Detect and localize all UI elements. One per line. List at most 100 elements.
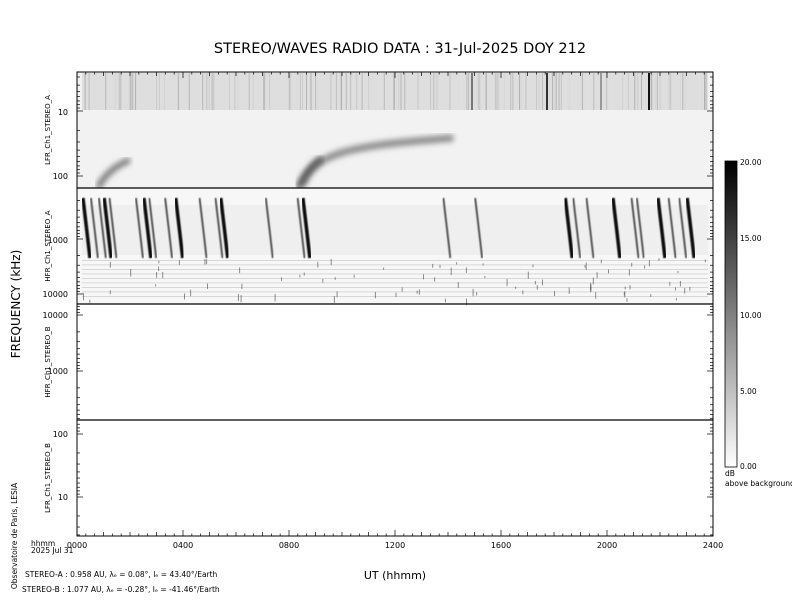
hfr-a-speckle: [628, 269, 630, 276]
lfr-a-noise-streak: [202, 73, 204, 110]
chart-title: STEREO/WAVES RADIO DATA : 31-Jul-2025 DO…: [214, 41, 586, 57]
hfr-a-speckle: [281, 277, 282, 282]
lfr-a-noise-streak: [296, 73, 298, 110]
lfr-a-noise-streak: [114, 73, 116, 110]
lfr-a-noise-streak: [118, 73, 120, 110]
lfr-a-noise-streak: [477, 73, 479, 110]
lfr-a-noise-streak: [288, 73, 290, 110]
hfr-a-speckle: [650, 294, 652, 298]
lfr-a-noise-streak: [263, 73, 265, 110]
lfr-a-noise-streak: [636, 73, 638, 110]
hfr-a-speckle: [241, 283, 243, 290]
lfr-a-noise-streak: [559, 73, 560, 110]
hfr-a-speckle: [675, 287, 676, 291]
lfr-a-noise-streak: [400, 73, 402, 110]
hfr-a-speckle: [554, 291, 555, 296]
lfr-a-noise-streak: [310, 73, 312, 110]
hfr-a-speckle: [416, 290, 418, 294]
lfr-a-noise-streak: [611, 73, 613, 110]
hfr-a-speckle: [450, 267, 452, 276]
lfr-a-noise-streak: [234, 73, 236, 110]
hfr-a-speckle: [644, 265, 646, 269]
lfr-a-noise-streak: [132, 73, 134, 110]
tick-label-a-lfr-100: 100: [53, 172, 68, 181]
lfr-a-noise-streak: [652, 73, 654, 110]
lfr-a-noise-streak: [622, 73, 624, 110]
lfr-a-noise-streak: [519, 73, 520, 110]
panel-label-hfr-stereo-a: HFR_Ch1_STEREO_A: [44, 210, 52, 281]
hfr-a-speckle: [689, 287, 691, 291]
lfr-a-noise-streak: [290, 73, 292, 110]
colorbar-unit-label: above background: [725, 479, 792, 488]
lfr-a-noise-streak: [542, 73, 543, 110]
lfr-a-noise-streak: [535, 73, 537, 110]
lfr-a-noise-streak: [356, 73, 358, 110]
hfr-a-speckle: [434, 277, 436, 282]
hfr-a-speckle: [303, 272, 305, 276]
hfr-a-speckle: [532, 264, 534, 268]
type-iii-burst: [635, 197, 645, 259]
type-iii-burst: [219, 197, 230, 259]
hfr-a-speckle: [333, 296, 335, 303]
type-iii-burst: [264, 197, 274, 259]
type-iii-burst: [630, 197, 640, 259]
lfr-a-noise-streak: [163, 73, 165, 110]
lfr-a-noise-streak: [264, 73, 266, 110]
hfr-a-speckle: [317, 261, 319, 268]
panel-hfr-stereo-a-image: [77, 188, 713, 306]
lfr-a-noise-streak: [704, 73, 706, 110]
type-iii-burst: [572, 197, 582, 259]
hfr-a-speckle: [684, 287, 686, 294]
type-ii-burst-base: [295, 155, 325, 190]
lfr-a-noise-streak: [579, 73, 581, 110]
type-iii-burst: [611, 197, 622, 259]
hfr-a-speckle: [322, 279, 324, 283]
type-iii-burst: [301, 197, 312, 259]
lfr-a-noise-streak: [659, 73, 661, 110]
lfr-a-interference-line: [546, 73, 548, 110]
hfr-a-speckle: [675, 298, 677, 301]
type-iii-burst: [296, 197, 306, 259]
hfr-a-speckle: [207, 283, 208, 289]
hfr-a-speckle: [536, 285, 538, 290]
lfr-a-noise-streak: [480, 73, 482, 110]
lfr-a-noise-streak: [212, 73, 214, 110]
lfr-a-noise-streak: [494, 73, 496, 110]
lfr-a-noise-streak: [449, 73, 451, 110]
hfr-a-speckle: [240, 295, 242, 303]
type-iii-burst: [563, 197, 574, 259]
hfr-a-speckle: [527, 271, 529, 279]
lfr-a-noise-band: [82, 73, 708, 110]
lfr-a-noise-streak: [587, 73, 589, 110]
burst-marks: [81, 197, 696, 259]
lfr-a-noise-streak: [211, 73, 213, 110]
lfr-a-noise-streak: [105, 73, 107, 110]
type-iii-burst: [97, 197, 107, 259]
lfr-a-noise-streak: [560, 73, 562, 110]
hfr-a-interference-row: [82, 278, 708, 279]
panel-label-lfr-stereo-a: LFR_Ch1_STEREO_A: [44, 95, 52, 165]
hfr-a-speckle: [626, 298, 628, 302]
lfr-a-noise-streak: [252, 73, 254, 110]
lfr-a-noise-streak: [404, 73, 406, 110]
type-iii-burst: [173, 197, 185, 259]
panel-label-hfr-stereo-b: HFR_Ch1_STEREO_B: [44, 326, 52, 397]
lfr-a-noise-streak: [634, 73, 636, 110]
hfr-a-speckle: [330, 258, 332, 266]
hfr-a-speckle: [206, 259, 208, 265]
lfr-a-noise-streak: [368, 73, 370, 110]
type-iii-burst: [685, 197, 696, 259]
lfr-a-noise-streak: [383, 73, 385, 110]
type-iii-burst: [81, 197, 92, 259]
lfr-a-noise-streak: [606, 73, 608, 110]
hfr-a-speckle: [158, 266, 160, 272]
hfr-a-speckle: [631, 262, 633, 267]
y-axis-label: FREQUENCY (kHz): [9, 250, 23, 359]
hfr-a-speckle: [184, 293, 185, 300]
panel-lfr-stereo-a-image: [77, 72, 713, 190]
hfr-a-speckle: [109, 290, 111, 295]
colorbar: [724, 160, 738, 468]
lfr-a-noise-streak: [597, 73, 599, 110]
type-iii-burst: [198, 197, 208, 259]
